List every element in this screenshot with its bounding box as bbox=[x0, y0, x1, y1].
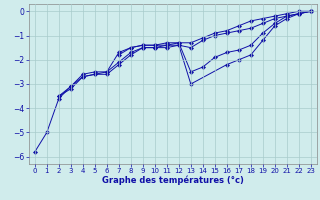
X-axis label: Graphe des températures (°c): Graphe des températures (°c) bbox=[102, 176, 244, 185]
